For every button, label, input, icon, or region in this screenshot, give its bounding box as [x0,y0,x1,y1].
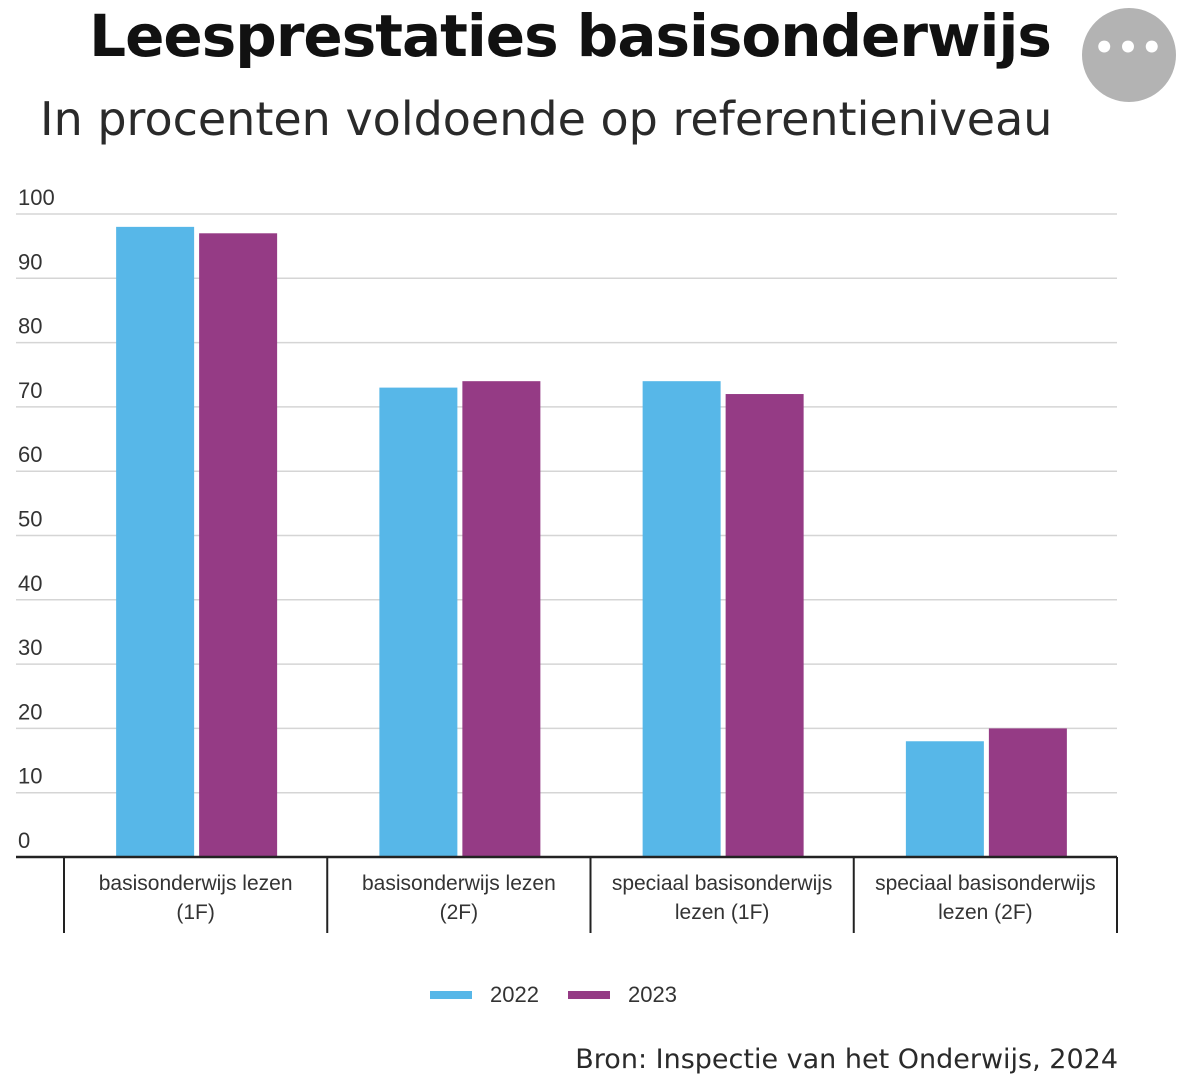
legend-swatch [430,991,472,999]
chart-subtitle: In procenten voldoende op referentienive… [40,92,1053,146]
x-tick-label: basisonderwijs lezen [362,872,556,895]
bar-2023 [462,381,541,857]
chart-title: Leesprestaties basisonderwijs [89,2,1052,70]
x-tick-label: (2F) [440,901,479,924]
y-tick-label: 90 [18,249,42,274]
legend: 2022 2023 [0,982,1200,1012]
legend-item-2023: 2023 [568,982,677,1008]
y-tick-label: 50 [18,507,42,532]
y-tick-label: 30 [18,635,42,660]
y-tick-label: 60 [18,442,42,467]
y-tick-label: 80 [18,314,42,339]
y-tick-label: 70 [18,378,42,403]
bar-2022 [642,381,721,857]
y-tick-label: 20 [18,699,42,724]
legend-label: 2022 [490,982,539,1007]
x-tick-label: lezen (2F) [938,901,1033,924]
x-tick-label: basisonderwijs lezen [99,872,293,895]
x-tick-label: lezen (1F) [675,901,770,924]
legend-item-2022: 2022 [430,982,539,1008]
more-options-button[interactable]: ••• [1082,8,1176,102]
bar-2022 [379,387,458,857]
y-tick-label: 100 [18,185,55,210]
x-tick-label: (1F) [176,901,215,924]
bar-2022 [905,741,984,857]
y-tick-label: 40 [18,571,42,596]
y-tick-label: 0 [18,828,30,853]
bar-2023 [988,728,1067,857]
source-note: Bron: Inspectie van het Onderwijs, 2024 [575,1044,1118,1075]
x-tick-label: speciaal basisonderwijs [875,872,1096,895]
bar-2023 [725,394,804,857]
x-tick-label: speciaal basisonderwijs [612,872,833,895]
y-tick-label: 10 [18,764,42,789]
bar-2023 [199,233,278,858]
bar-chart: 0 10 20 30 40 50 60 70 80 90 100 basisonderwijs lez… [16,185,1118,933]
ellipsis-icon: ••• [1093,28,1165,68]
legend-swatch [568,991,610,999]
legend-label: 2023 [628,982,677,1007]
bar-2022 [116,226,195,858]
